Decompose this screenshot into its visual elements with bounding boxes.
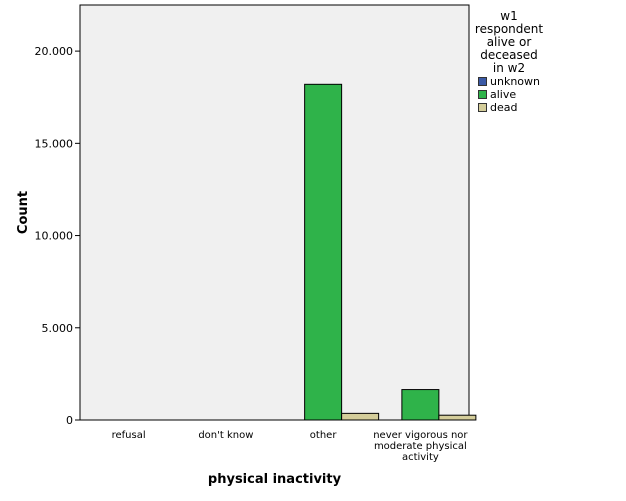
legend-title-line: respondent xyxy=(474,22,544,36)
bars-group xyxy=(304,83,477,421)
legend-title-line: alive or xyxy=(486,35,532,49)
legend-title-line: deceased xyxy=(480,48,538,62)
y-tick-label: 0 xyxy=(66,414,73,427)
y-tick-label: 5.000 xyxy=(42,322,74,335)
legend-item-unknown: unknown xyxy=(478,75,620,88)
x-tick-label: refusal xyxy=(112,430,146,441)
legend-label: alive xyxy=(490,88,517,101)
legend-label: unknown xyxy=(490,75,540,88)
x-axis: refusal don't know other never vigorous nor… xyxy=(80,419,469,463)
bar-dead xyxy=(341,412,380,421)
legend-title: w1 respondent alive or deceased in w2 xyxy=(470,10,548,75)
bar-dead xyxy=(438,414,477,421)
legend-items: unknown alive dead xyxy=(470,75,620,114)
legend-title-line: in w2 xyxy=(492,61,526,75)
legend-label: dead xyxy=(490,101,518,114)
x-tick-label: don't know xyxy=(198,430,253,441)
x-tick-label: never vigorous nor moderate physical activ… xyxy=(373,430,468,463)
y-axis: 0 5.000 10.000 15.000 20.000 xyxy=(35,5,81,427)
bar-alive xyxy=(401,389,440,421)
legend-title-line: w1 xyxy=(500,9,518,23)
y-tick-label: 20.000 xyxy=(35,45,74,58)
legend-swatch xyxy=(478,77,487,86)
legend-swatch xyxy=(478,90,487,99)
legend-swatch xyxy=(478,103,487,112)
y-tick-label: 15.000 xyxy=(35,137,74,150)
bar-alive xyxy=(304,83,343,421)
x-tick-label: other xyxy=(310,430,338,441)
y-tick-label: 10.000 xyxy=(35,230,74,243)
legend: w1 respondent alive or deceased in w2 un… xyxy=(470,10,620,115)
x-axis-title: physical inactivity xyxy=(208,472,342,487)
plot-area xyxy=(79,4,470,421)
legend-item-alive: alive xyxy=(478,88,620,101)
legend-item-dead: dead xyxy=(478,101,620,114)
y-axis-title: Count xyxy=(16,191,31,234)
